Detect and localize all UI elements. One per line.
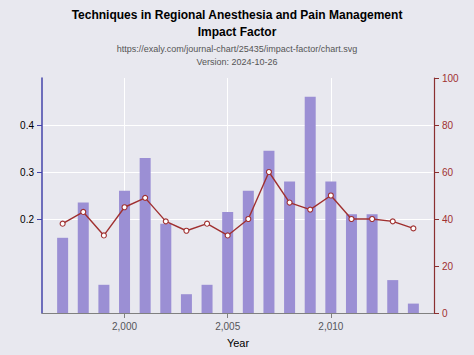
svg-text:https://exaly.com/journal-char: https://exaly.com/journal-chart/25435/im… xyxy=(117,44,357,54)
svg-text:Year: Year xyxy=(227,337,250,349)
svg-text:0: 0 xyxy=(442,308,448,319)
svg-text:0.4: 0.4 xyxy=(20,120,34,131)
svg-text:2,000: 2,000 xyxy=(112,321,137,332)
svg-text:40: 40 xyxy=(442,214,454,225)
svg-text:2,010: 2,010 xyxy=(318,321,343,332)
svg-text:80: 80 xyxy=(442,120,454,131)
svg-text:2,005: 2,005 xyxy=(215,321,240,332)
svg-text:0.3: 0.3 xyxy=(20,167,34,178)
svg-text:Impact Factor: Impact Factor xyxy=(198,25,277,39)
svg-text:Techniques in Regional Anesthe: Techniques in Regional Anesthesia and Pa… xyxy=(72,8,403,22)
svg-text:100: 100 xyxy=(442,73,459,84)
svg-text:0.2: 0.2 xyxy=(20,214,34,225)
svg-text:20: 20 xyxy=(442,261,454,272)
svg-text:Version: 2024-10-26: Version: 2024-10-26 xyxy=(196,57,277,67)
svg-text:60: 60 xyxy=(442,167,454,178)
